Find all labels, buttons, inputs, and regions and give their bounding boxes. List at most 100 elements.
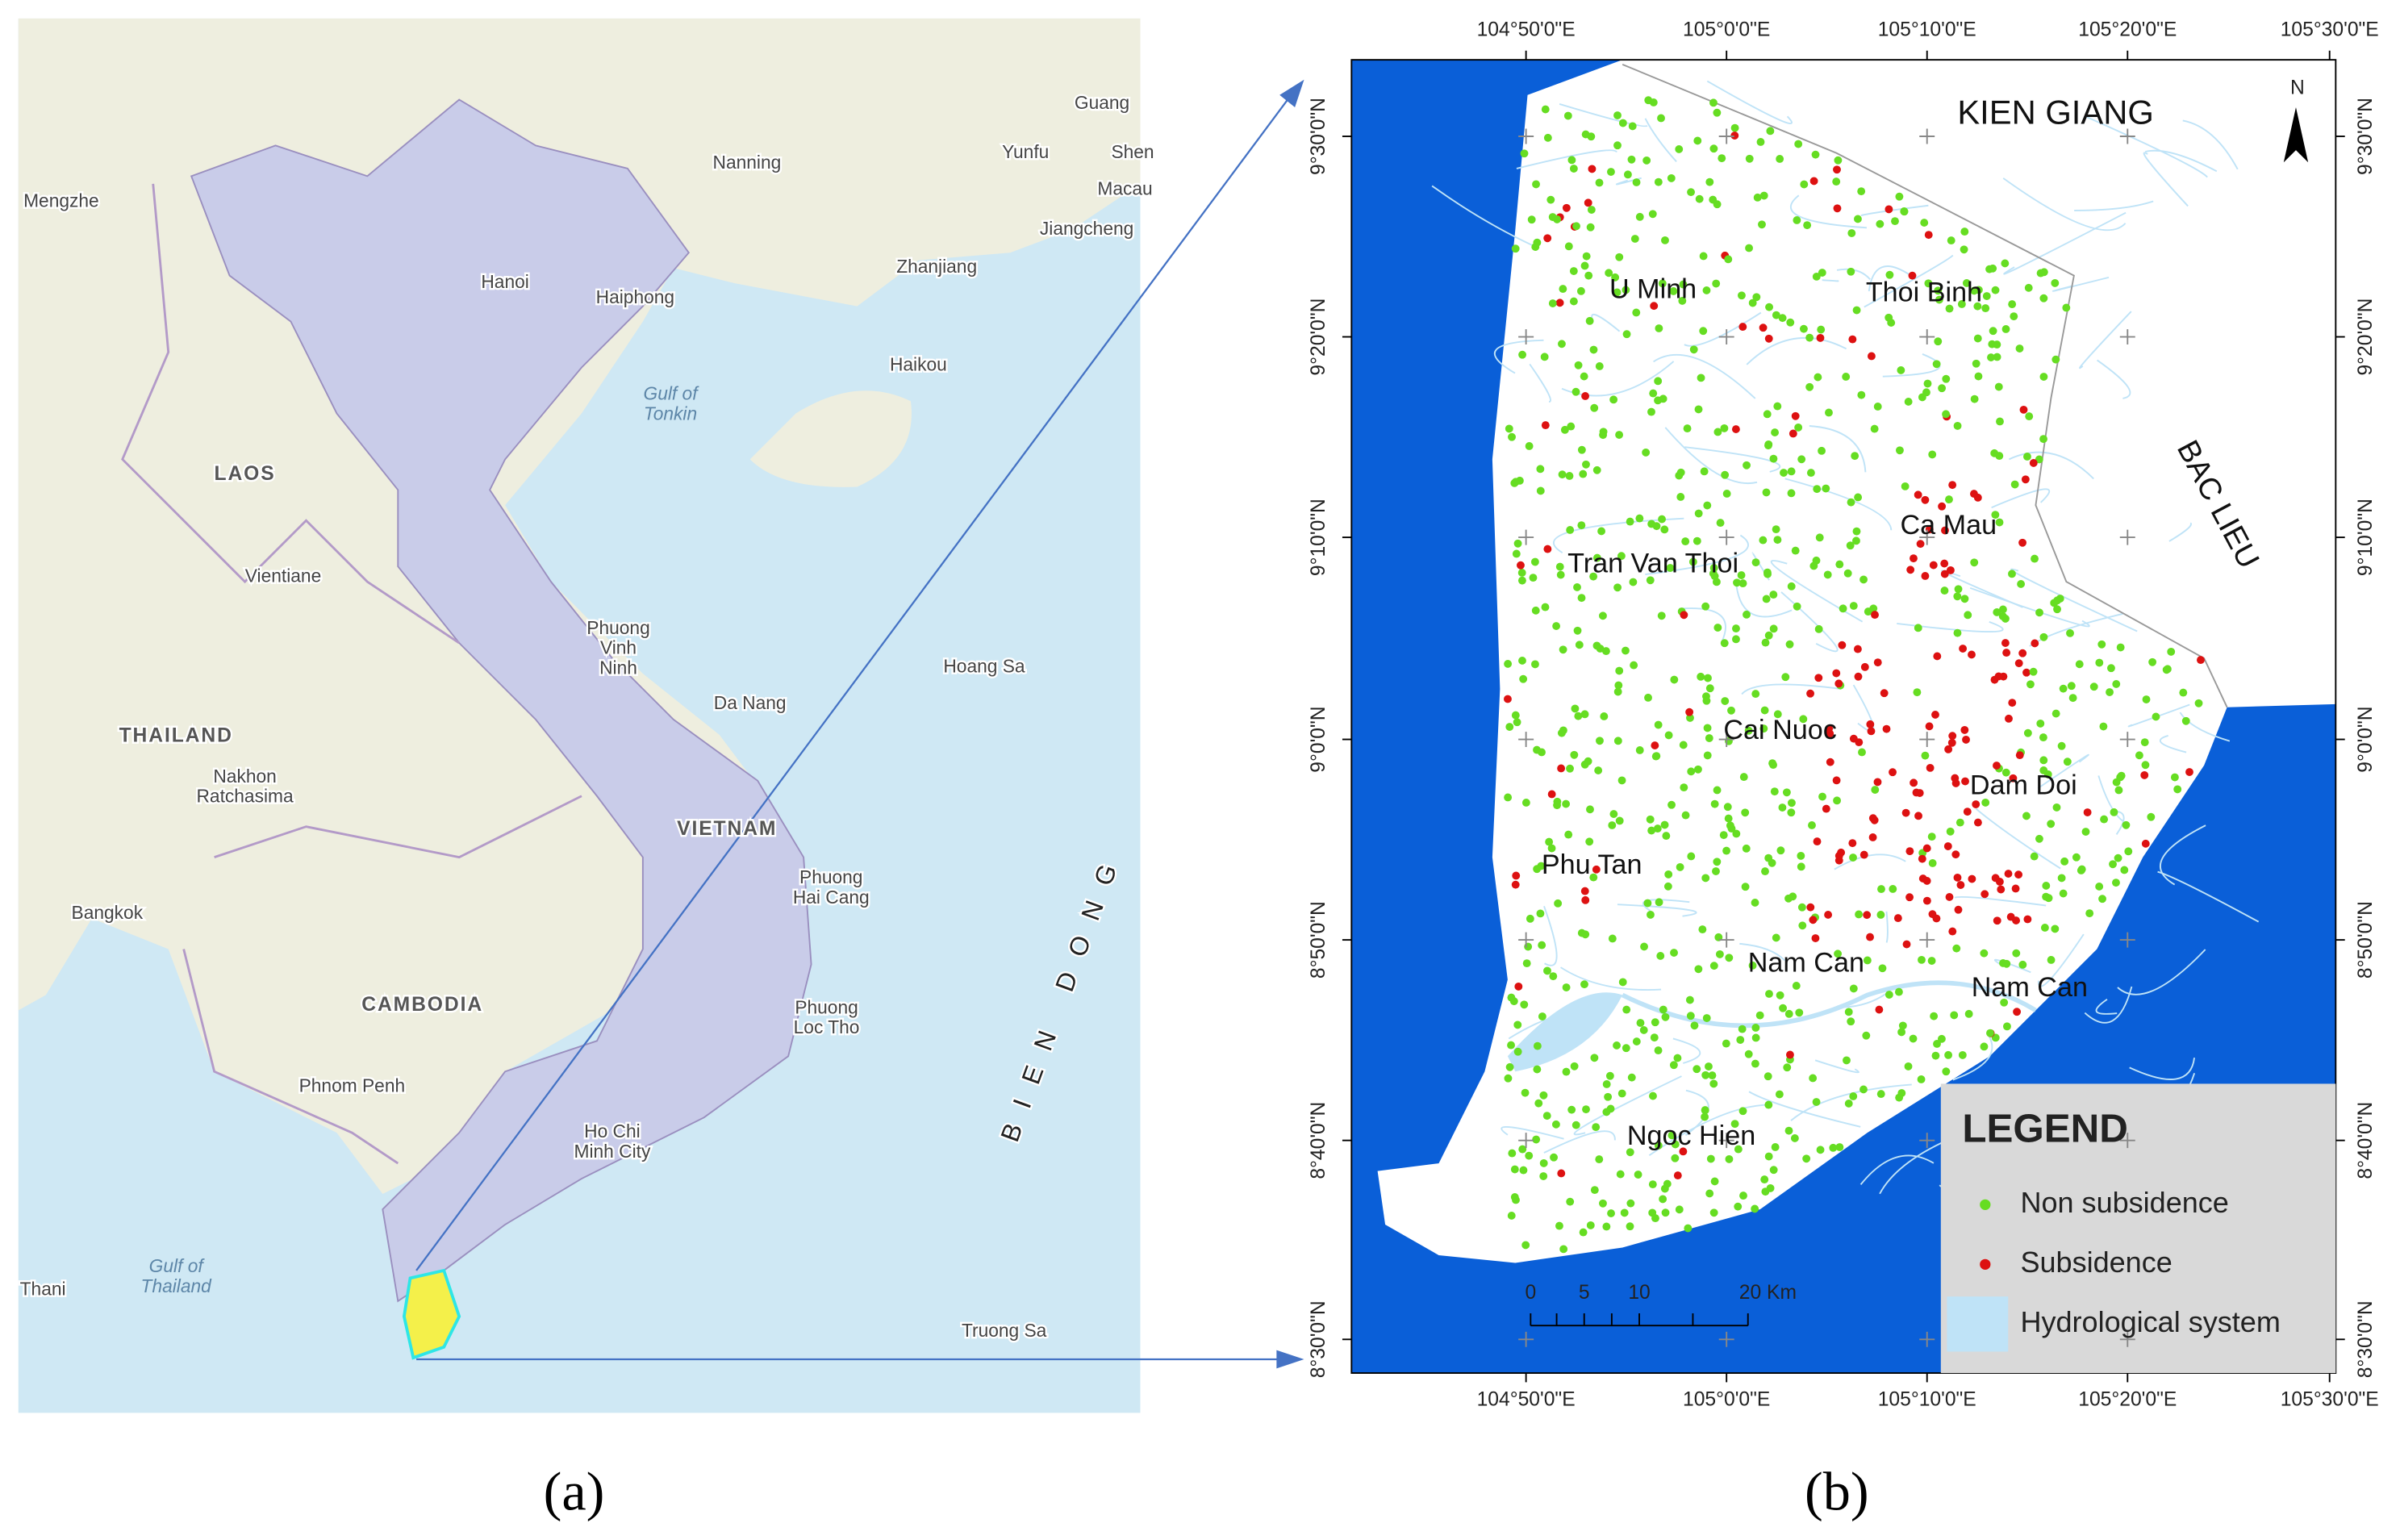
canal (2182, 119, 2239, 170)
point (1595, 362, 1604, 370)
point (1885, 205, 1893, 214)
point (2085, 909, 2094, 918)
point (1889, 885, 1897, 893)
point (1761, 638, 1770, 647)
point (1789, 892, 1797, 901)
point (2148, 657, 2157, 666)
point (1705, 1189, 1714, 1198)
point (2063, 757, 2072, 766)
point (1505, 723, 1514, 731)
point (2015, 751, 2024, 760)
point (1608, 821, 1617, 829)
point (1922, 876, 1931, 885)
point (2025, 412, 2034, 421)
point (1993, 916, 2001, 925)
point (2095, 883, 2104, 891)
point (1938, 502, 1947, 511)
point (1539, 1091, 1548, 1100)
point (1513, 1020, 1522, 1029)
point (1764, 334, 1773, 343)
point (2135, 751, 2143, 760)
point (1580, 261, 1589, 270)
point (1693, 136, 1702, 145)
point (1536, 909, 1545, 918)
point (1510, 1193, 1519, 1201)
point (1533, 745, 1541, 754)
point (1790, 1134, 1799, 1142)
graticule-cross (1718, 529, 1734, 545)
point (1694, 765, 1702, 774)
point (1942, 410, 1951, 419)
point (2018, 649, 2027, 657)
point (1654, 177, 1663, 186)
point (1809, 561, 1818, 570)
point (1567, 156, 1576, 165)
point (1989, 264, 1997, 273)
graticule-cross (1919, 732, 1935, 748)
point (1580, 980, 1588, 989)
point (1823, 570, 1832, 579)
point (1753, 193, 1762, 202)
point (1599, 611, 1607, 620)
point (1577, 594, 1586, 603)
point (2001, 259, 2010, 268)
point (1599, 428, 1608, 436)
point (1722, 490, 1731, 498)
point (1705, 684, 1714, 693)
point (2167, 647, 2176, 656)
point (2026, 680, 2035, 689)
point (1508, 432, 1516, 441)
point (1769, 624, 1778, 633)
point (1932, 914, 1941, 923)
point (2062, 303, 2071, 312)
point (1956, 881, 1965, 889)
scale-label: 10 (1628, 1282, 1650, 1304)
point (1752, 293, 1761, 302)
point (1651, 1018, 1659, 1027)
point (2173, 785, 2182, 794)
point (1891, 217, 1899, 226)
point (2083, 808, 2092, 816)
point (1683, 424, 1692, 433)
lat-tick-label: 9°30'0"N (1308, 98, 1329, 175)
point (1918, 955, 1926, 964)
point (1910, 554, 1918, 563)
point (1809, 916, 1818, 924)
point (1507, 993, 1516, 1002)
point (1595, 1155, 1604, 1164)
point (1987, 353, 1995, 361)
point (1546, 195, 1555, 204)
point (1951, 774, 1960, 783)
point (1814, 373, 1822, 382)
point (1525, 442, 1534, 450)
point (1555, 298, 1564, 307)
point (1659, 1005, 1667, 1014)
point (1704, 674, 1712, 682)
canal (2143, 152, 2189, 207)
point (1878, 964, 1887, 973)
point (1773, 536, 1782, 545)
point (1652, 752, 1661, 761)
point (1934, 286, 1943, 295)
point (1720, 424, 1729, 432)
point (1904, 1062, 1913, 1070)
point (2009, 774, 2018, 783)
point (1562, 203, 1571, 212)
point (1531, 606, 1540, 615)
point (1773, 402, 1782, 411)
point (2185, 768, 2193, 776)
point (2060, 857, 2069, 866)
point (1521, 1088, 1530, 1097)
point (1877, 885, 1885, 894)
point (1715, 949, 1724, 958)
point (1513, 718, 1521, 727)
point (1776, 155, 1784, 163)
point (1722, 1039, 1730, 1048)
graticule-cross (1518, 932, 1534, 948)
point (1839, 604, 1847, 613)
borders (121, 183, 582, 1165)
point (1805, 382, 1814, 391)
point (1698, 925, 1707, 934)
point (1862, 1031, 1871, 1040)
point (1590, 1186, 1599, 1195)
